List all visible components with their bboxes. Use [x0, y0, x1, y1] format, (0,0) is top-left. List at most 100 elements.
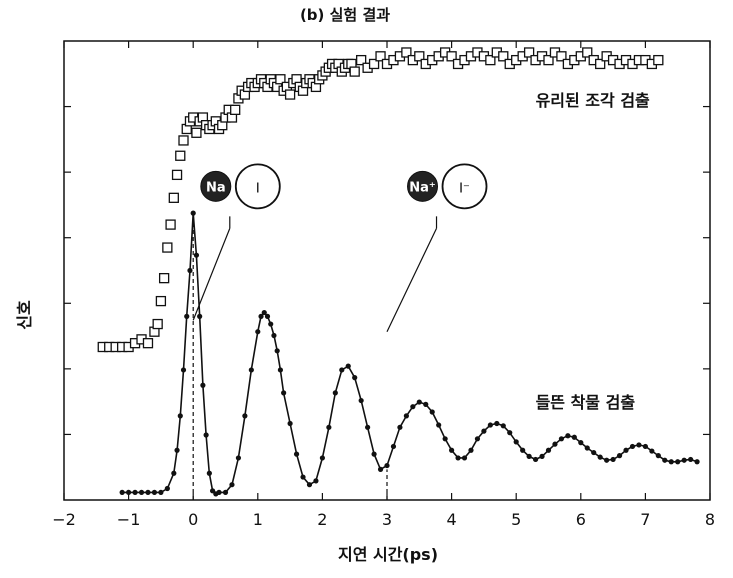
- data-point: [164, 485, 170, 492]
- data-point: [368, 58, 380, 70]
- data-point: [258, 313, 264, 319]
- data-point: [655, 453, 661, 459]
- data-point: [171, 169, 183, 181]
- data-point: [494, 420, 500, 427]
- x-tick-label: 2: [317, 510, 327, 529]
- data-point: [375, 51, 386, 62]
- data-point: [132, 489, 138, 495]
- data-point: [162, 242, 173, 253]
- data-point: [558, 436, 565, 442]
- data-point: [653, 54, 664, 66]
- data-point: [616, 453, 623, 459]
- data-point: [513, 439, 519, 445]
- atom-i-label: I⁻: [459, 181, 470, 196]
- data-point: [591, 449, 597, 456]
- data-point: [520, 447, 526, 453]
- x-tick-label: 0: [188, 510, 198, 529]
- data-point: [429, 409, 435, 415]
- data-point: [319, 455, 325, 461]
- data-point: [377, 466, 384, 472]
- data-point: [556, 51, 567, 62]
- data-point: [356, 54, 367, 66]
- data-point: [145, 489, 151, 495]
- data-point: [200, 382, 206, 388]
- data-point: [397, 424, 403, 430]
- data-point: [339, 367, 345, 373]
- data-point: [216, 489, 222, 495]
- data-point: [275, 74, 286, 85]
- axis-ticks: −2 −1 0 1 2 3 4 5 6 7 8: [52, 41, 715, 529]
- data-point: [174, 447, 180, 453]
- data-point: [485, 54, 496, 66]
- data-point: [552, 441, 558, 447]
- data-point: [222, 489, 229, 495]
- data-point: [235, 455, 242, 461]
- x-axis-label: 지연 시간(ps): [338, 545, 438, 564]
- data-point: [138, 489, 145, 495]
- data-point: [190, 210, 196, 216]
- data-point: [582, 47, 593, 58]
- atom-i-icon: [441, 163, 488, 210]
- data-point: [681, 457, 687, 463]
- x-tick-label: 7: [640, 510, 650, 529]
- data-point: [584, 445, 590, 451]
- data-point: [191, 127, 202, 138]
- data-point: [165, 219, 176, 230]
- data-point: [455, 455, 461, 461]
- data-point: [155, 295, 167, 307]
- data-point: [184, 313, 190, 319]
- data-point: [158, 272, 170, 284]
- molecule-inset: Na I: [192, 163, 281, 321]
- data-point: [281, 390, 287, 396]
- data-point: [178, 135, 189, 146]
- data-point: [187, 267, 193, 274]
- data-point: [498, 51, 509, 62]
- data-point: [349, 66, 360, 77]
- data-point: [300, 474, 306, 480]
- data-point: [384, 462, 390, 469]
- data-point: [571, 434, 577, 440]
- data-point: [229, 482, 235, 488]
- data-point: [565, 433, 571, 439]
- data-point: [610, 456, 616, 463]
- data-point: [442, 436, 448, 442]
- data-point: [326, 424, 332, 430]
- data-point: [206, 470, 212, 476]
- data-point: [642, 443, 649, 450]
- data-point: [306, 482, 313, 488]
- data-point: [274, 348, 280, 354]
- atom-na-label: Na: [206, 180, 226, 195]
- atom-na-label: Na⁺: [409, 180, 436, 195]
- data-point: [152, 318, 163, 330]
- data-point: [543, 54, 554, 66]
- data-point: [268, 321, 274, 327]
- atom-i-icon: [234, 163, 281, 210]
- data-point: [345, 363, 351, 369]
- data-point: [151, 489, 158, 495]
- y-axis-label: 신호: [15, 300, 34, 330]
- x-tick-label: 1: [253, 510, 263, 529]
- data-point: [248, 367, 254, 373]
- data-point: [242, 413, 248, 419]
- data-point: [578, 440, 584, 446]
- data-point: [414, 51, 425, 62]
- data-point: [597, 454, 603, 460]
- data-point: [500, 423, 506, 429]
- data-point: [481, 428, 487, 434]
- data-point: [158, 489, 164, 495]
- x-tick-label: −2: [52, 510, 76, 529]
- molecule-inset: Na⁺ I⁻: [386, 163, 488, 332]
- series-line: [122, 213, 698, 495]
- x-tick-label: −1: [117, 510, 141, 529]
- data-point: [177, 413, 183, 419]
- data-point: [390, 443, 397, 450]
- data-point: [416, 399, 422, 405]
- data-point: [636, 442, 642, 448]
- atom-na-icon: [407, 170, 439, 202]
- data-point: [449, 447, 455, 453]
- data-point: [688, 456, 694, 463]
- data-point: [352, 375, 358, 381]
- x-tick-label: 3: [382, 510, 392, 529]
- data-point: [193, 252, 200, 258]
- data-point: [532, 456, 539, 463]
